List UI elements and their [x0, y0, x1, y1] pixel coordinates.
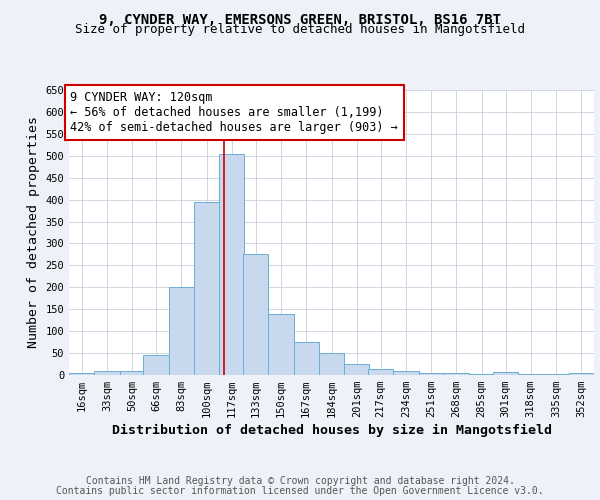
X-axis label: Distribution of detached houses by size in Mangotsfield: Distribution of detached houses by size …: [112, 424, 551, 438]
Bar: [169, 288, 194, 375]
Text: Size of property relative to detached houses in Mangotsfield: Size of property relative to detached ho…: [75, 24, 525, 36]
Bar: [119, 370, 145, 375]
Text: 9, CYNDER WAY, EMERSONS GREEN, BRISTOL, BS16 7BT: 9, CYNDER WAY, EMERSONS GREEN, BRISTOL, …: [99, 12, 501, 26]
Text: Contains public sector information licensed under the Open Government Licence v3: Contains public sector information licen…: [56, 486, 544, 496]
Text: 9 CYNDER WAY: 120sqm
← 56% of detached houses are smaller (1,199)
42% of semi-de: 9 CYNDER WAY: 120sqm ← 56% of detached h…: [70, 91, 398, 134]
Bar: [569, 373, 594, 375]
Bar: [219, 154, 244, 375]
Bar: [419, 373, 444, 375]
Bar: [293, 342, 319, 375]
Bar: [493, 372, 518, 375]
Bar: [344, 364, 370, 375]
Bar: [444, 373, 469, 375]
Bar: [268, 314, 293, 375]
Bar: [243, 254, 268, 375]
Bar: [94, 370, 119, 375]
Bar: [544, 374, 569, 375]
Y-axis label: Number of detached properties: Number of detached properties: [27, 116, 40, 348]
Bar: [469, 374, 494, 375]
Bar: [194, 202, 219, 375]
Bar: [393, 372, 419, 375]
Text: Contains HM Land Registry data © Crown copyright and database right 2024.: Contains HM Land Registry data © Crown c…: [86, 476, 514, 486]
Bar: [143, 356, 169, 375]
Bar: [319, 353, 344, 375]
Bar: [368, 370, 393, 375]
Bar: [518, 374, 544, 375]
Bar: [69, 373, 94, 375]
